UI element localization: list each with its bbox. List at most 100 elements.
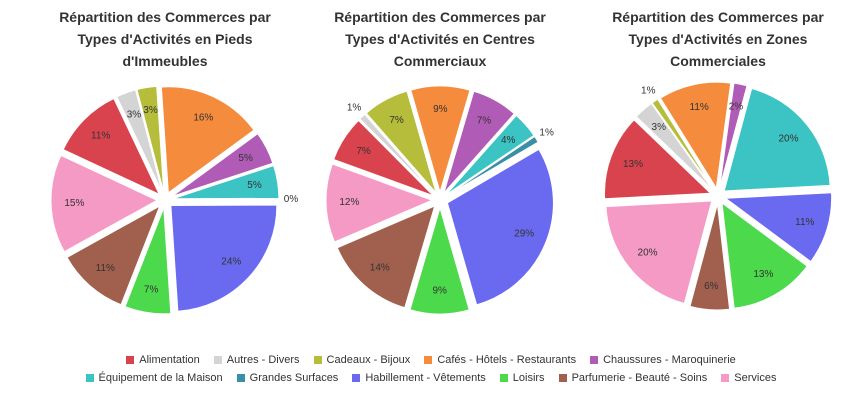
pie-slice [635,102,714,191]
data-label: 5% [238,153,253,164]
legend-swatch [499,374,508,382]
legend-swatch [126,356,135,364]
data-label: 7% [356,146,371,157]
data-label: 1% [539,127,554,138]
data-label: 11% [91,131,110,142]
legend-item[interactable]: Grandes Surfaces [236,372,339,384]
pie-slice [651,98,714,190]
data-label: 7% [389,115,404,126]
data-label: 1% [347,102,362,113]
legend-item[interactable]: Cafés - Hôtels - Restaurants [424,354,576,366]
data-label: 20% [778,134,798,145]
pie-slice [446,135,539,197]
pie-slice [365,90,437,194]
legend-item[interactable]: Équipement de la Maison [85,372,223,384]
legend: Équipement de la Maison Grandes Surfaces H… [0,372,862,384]
data-label: 13% [623,159,643,170]
legend-item[interactable]: Services [721,372,776,384]
data-label: 2% [729,102,744,113]
pie-slice [443,90,515,194]
data-label: 16% [193,112,213,123]
legend-swatch [721,374,730,382]
legend-swatch [236,374,245,382]
legend-item[interactable]: Cadeaux - Bijoux [313,354,411,366]
pie-slice [66,204,161,306]
legend-swatch [352,374,361,382]
legend-label: Grandes Surfaces [249,372,339,384]
legend-label: Alimentation [139,354,200,366]
legend-label: Services [734,372,777,384]
data-label: 29% [514,228,534,239]
chart-title: Répartition des Commerces par Types d'Ac… [334,9,546,69]
legend-item[interactable]: Autres - Divers [213,354,300,366]
legend-item[interactable]: Alimentation [126,354,200,366]
pie-slice [62,97,161,196]
legend-item[interactable]: Loisirs [499,372,545,384]
pie-slice [336,205,436,309]
pie-slice [659,81,732,190]
data-label: 9% [432,285,447,296]
legend-swatch [313,356,322,364]
pie-slice [721,201,808,309]
pie-slice [171,133,274,197]
chart-title: Répartition des Commerces par Types d'Ac… [59,9,271,69]
legend-swatch [558,374,567,382]
data-label: 15% [64,198,84,209]
data-label: 6% [704,281,719,292]
pie-slice [50,154,159,253]
legend-label: Loisirs [512,372,545,384]
pie-slice [604,119,712,200]
pie-slice [445,114,535,196]
legend-swatch [85,374,94,382]
legend-label: Cadeaux - Bijoux [326,354,411,366]
pie-slice [719,82,748,189]
chart-title: Répartition des Commerces par Types d'Ac… [612,9,824,69]
pie-slice [689,203,731,311]
data-label: 4% [501,135,516,146]
data-label: 3% [652,122,667,133]
legend-item[interactable]: Parfumerie - Beauté - Soins [558,372,708,384]
legend-label: Autres - Divers [226,354,300,366]
data-label: 20% [638,248,658,259]
pie-slice [124,207,172,315]
legend: Alimentation Autres - Divers Cadeaux - Bij… [0,354,862,366]
pie-slice [724,192,833,263]
legend-label: Habillement - Vêtements [365,372,486,384]
pie-slice [116,89,163,193]
pie-slice [409,206,470,315]
data-label: 0% [284,194,299,205]
data-label: 11% [96,263,115,274]
data-label: 3% [127,109,142,120]
legend-item[interactable]: Habillement - Vêtements [352,372,486,384]
legend-item[interactable]: Chaussures - Maroquinerie [590,354,736,366]
pie-slice [359,113,435,195]
legend-label: Parfumerie - Beauté - Soins [571,372,708,384]
pie-slice [446,148,554,306]
legend-label: Chaussures - Maroquinerie [603,354,736,366]
legend-swatch [590,356,599,364]
pie-slice [333,119,434,197]
data-label: 24% [221,256,241,267]
legend-swatch [424,356,433,364]
data-label: 7% [144,284,159,295]
data-label: 1% [641,86,656,97]
legend-swatch [213,356,222,364]
pie-slice [172,164,280,200]
pie-slice [136,85,165,193]
legend-label: Cafés - Hôtels - Restaurants [437,354,577,366]
data-label: 7% [477,115,492,126]
pie-slice [723,87,831,192]
pie-slice [160,86,255,194]
pie-slice [170,204,278,312]
data-label: 11% [690,102,709,113]
pie-slice [605,200,713,305]
data-label: 9% [433,104,448,115]
pie-slice [410,85,471,194]
data-label: 5% [247,180,262,191]
legend-label: Équipement de la Maison [98,372,223,384]
data-label: 13% [753,269,773,280]
data-label: 14% [370,262,390,273]
data-label: 3% [143,105,158,116]
